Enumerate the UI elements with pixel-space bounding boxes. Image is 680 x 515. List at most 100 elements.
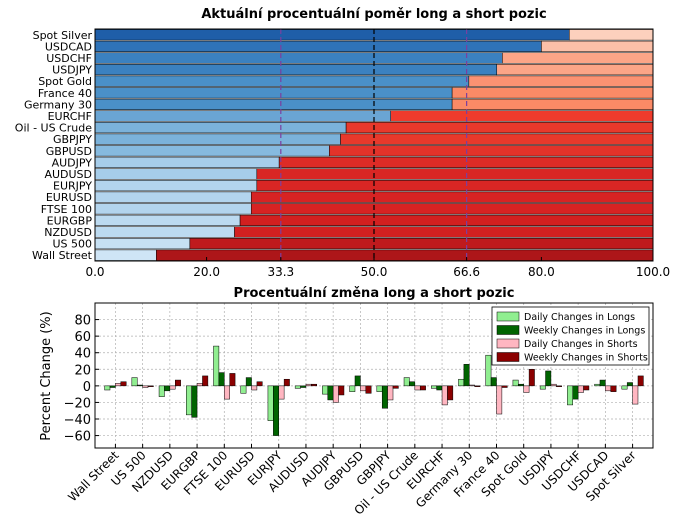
change-bar	[376, 385, 383, 392]
change-bar	[392, 385, 399, 389]
long-bar	[94, 98, 453, 110]
change-bar	[414, 385, 421, 391]
change-bar	[202, 375, 209, 387]
legend-label: Daily Changes in Shorts	[524, 339, 638, 350]
change-bar	[332, 385, 339, 403]
short-bar	[239, 214, 654, 226]
category-label: AUDJPY	[52, 156, 93, 169]
top-chart-bars	[94, 29, 654, 261]
bottom-chart-bars	[104, 345, 644, 436]
change-bar	[142, 385, 149, 388]
change-bar	[186, 385, 192, 416]
change-bar	[256, 381, 263, 387]
bottom-chart-legend: Daily Changes in Longs Weekly Changes in …	[491, 306, 650, 366]
change-bar	[632, 385, 639, 405]
change-bar	[594, 383, 601, 387]
change-bar	[218, 372, 225, 387]
change-bar	[300, 385, 307, 388]
change-bar	[523, 385, 530, 393]
change-bar	[463, 364, 470, 387]
long-bar	[94, 29, 570, 41]
change-bar	[354, 375, 361, 387]
change-bar	[283, 378, 290, 387]
short-bar	[541, 40, 654, 52]
change-bar	[381, 385, 388, 409]
change-bar	[191, 385, 198, 418]
short-bar	[451, 87, 654, 99]
change-bar	[409, 381, 416, 387]
change-bar	[577, 385, 584, 393]
category-label: Wall Street	[32, 249, 93, 262]
change-bar	[637, 375, 644, 387]
change-bar	[490, 377, 497, 387]
change-bar	[436, 385, 443, 391]
change-bar	[147, 385, 154, 387]
change-bar	[512, 379, 519, 387]
change-bar	[518, 383, 524, 387]
change-bar	[626, 382, 633, 387]
change-bar	[556, 385, 562, 387]
change-bar	[583, 385, 590, 391]
y-tick-label: 60	[74, 330, 91, 345]
short-bar	[502, 52, 654, 64]
top-chart-reference-lines	[280, 29, 468, 261]
change-bar	[278, 385, 285, 400]
short-bar	[329, 145, 654, 157]
legend-swatch	[496, 325, 520, 335]
category-label: EURCHF	[48, 110, 92, 123]
change-bar	[567, 385, 573, 406]
y-tick-label: −40	[64, 413, 91, 428]
change-bar	[539, 385, 546, 390]
change-bar	[175, 379, 181, 387]
top-chart-frame	[94, 28, 654, 262]
long-bar	[94, 238, 191, 250]
change-bar	[474, 385, 481, 387]
change-bar	[365, 385, 372, 394]
long-bar	[94, 40, 542, 52]
x-tick-label: 80.0	[528, 265, 555, 279]
change-bar	[572, 385, 579, 400]
change-bar	[305, 383, 312, 387]
change-bar	[273, 385, 279, 436]
category-label: EURJPY	[53, 180, 92, 193]
long-bar	[94, 203, 252, 215]
short-bar	[569, 29, 654, 41]
category-label: GBPJPY	[53, 133, 92, 146]
long-bar	[94, 214, 241, 226]
change-bar	[267, 385, 274, 421]
change-bar	[447, 385, 454, 401]
x-tick-label: 100.0	[636, 265, 670, 279]
legend-swatch	[496, 352, 520, 362]
long-bar	[94, 191, 252, 203]
long-bar	[94, 52, 503, 64]
bottom-chart-y-axis-label: Percent Change (%)	[39, 311, 54, 440]
change-bar	[120, 381, 127, 387]
change-bar	[245, 377, 252, 387]
y-tick-label: 40	[74, 347, 91, 362]
legend-swatch	[496, 338, 520, 349]
long-bar	[94, 87, 453, 99]
change-bar	[311, 383, 318, 387]
change-bar	[338, 385, 345, 396]
short-bar	[496, 64, 654, 76]
category-label: FTSE 100	[41, 203, 92, 216]
change-bar	[528, 369, 535, 387]
category-label: NZDUSD	[44, 226, 92, 239]
change-bar	[496, 385, 503, 415]
short-bar	[468, 75, 654, 87]
category-label: US 500	[52, 238, 92, 251]
x-tick-label: 0.0	[85, 265, 104, 279]
category-label: France 40	[38, 87, 92, 100]
change-bar	[109, 385, 116, 388]
long-bar	[94, 168, 258, 180]
x-tick-label: 50.0	[361, 265, 388, 279]
change-bar	[224, 385, 230, 400]
short-bar	[256, 180, 654, 192]
change-bar	[169, 385, 176, 390]
change-bar	[441, 385, 448, 406]
legend-label: Weekly Changes in Shorts	[524, 353, 648, 364]
short-bar	[250, 191, 654, 203]
